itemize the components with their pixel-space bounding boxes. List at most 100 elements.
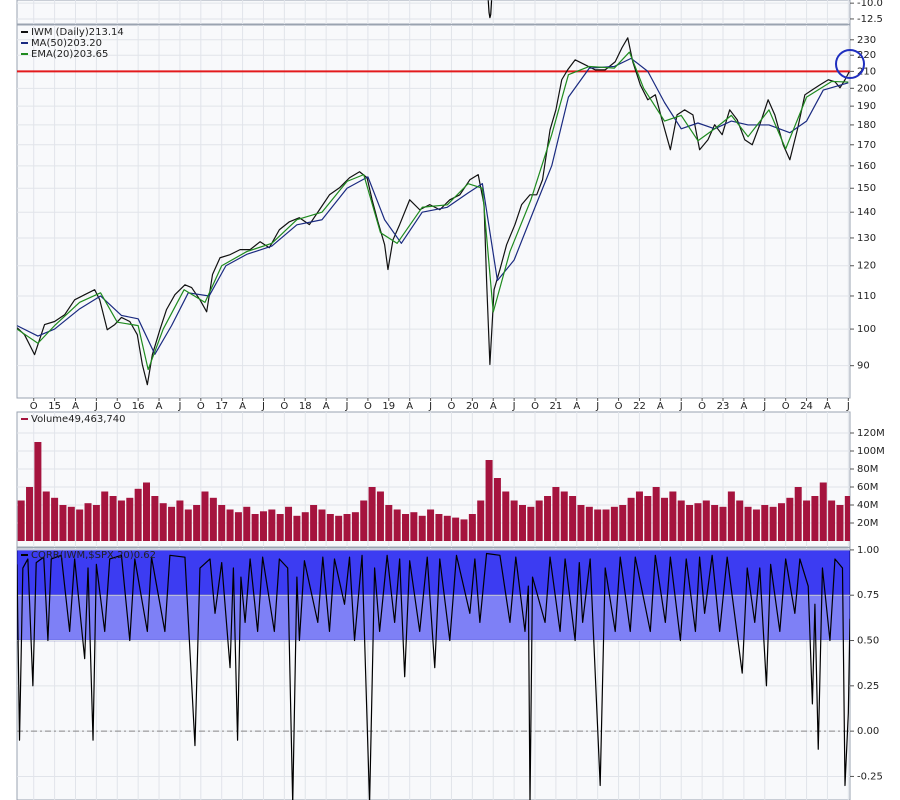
y-tick-label: 60M <box>857 482 878 493</box>
volume-bar <box>527 506 535 541</box>
y-tick-label: -0.25 <box>857 771 883 782</box>
volume-bar <box>310 505 318 541</box>
volume-bar <box>42 491 50 541</box>
volume-bar <box>26 487 34 541</box>
y-tick-label: 0.50 <box>857 636 879 647</box>
series-line <box>17 57 849 355</box>
volume-bar <box>619 505 627 541</box>
panel-background <box>16 0 851 25</box>
volume-bar <box>786 497 794 541</box>
x-tick-label: A <box>657 401 664 412</box>
volume-bar <box>435 514 443 541</box>
x-tick-label: A <box>573 401 580 412</box>
volume-bar <box>368 487 376 541</box>
volume-bar <box>51 497 59 541</box>
volume-bar <box>727 491 735 541</box>
volume-bar <box>76 509 84 541</box>
x-tick-label: A <box>406 401 413 412</box>
legend-name: MA(50) <box>31 38 67 49</box>
y-tick-label: 80M <box>857 464 878 475</box>
volume-bar <box>134 488 142 541</box>
series-line <box>17 552 850 800</box>
x-tick-label: O <box>448 401 456 412</box>
y-tick-label: 90 <box>857 361 870 372</box>
y-tick-label: 190 <box>857 101 876 112</box>
volume-bar <box>669 491 677 541</box>
volume-bar <box>293 515 301 541</box>
volume-bar <box>34 442 42 541</box>
legend-name: IWM (Daily) <box>31 27 89 38</box>
volume-bar <box>761 505 769 541</box>
y-tick-label: 20M <box>857 518 878 529</box>
x-tick-label: O <box>698 401 706 412</box>
x-tick-label: O <box>113 401 121 412</box>
legend-last-value: 49,463,740 <box>68 414 125 425</box>
x-tick-label: 18 <box>299 401 312 412</box>
legend-last-value: 0.62 <box>134 550 156 561</box>
volume-bar <box>59 505 67 541</box>
volume-bar <box>184 509 192 541</box>
x-tick-label: A <box>323 401 330 412</box>
volume-bar <box>477 500 485 541</box>
x-tick-label: J <box>94 401 98 412</box>
volume-bar <box>502 491 510 541</box>
x-tick-label: O <box>280 401 288 412</box>
volume-bar <box>694 503 702 541</box>
volume-bar <box>569 496 577 541</box>
volume-bar <box>376 491 384 541</box>
volume-bar <box>803 500 811 541</box>
x-tick-label: 21 <box>550 401 563 412</box>
volume-bar <box>510 500 518 541</box>
volume-bar <box>585 506 593 541</box>
x-tick-label: O <box>782 401 790 412</box>
volume-bar <box>117 500 125 541</box>
volume-bar <box>602 509 610 541</box>
volume-bar <box>427 509 435 541</box>
x-tick-label: A <box>239 401 246 412</box>
volume-bar <box>101 491 109 541</box>
volume-bar <box>385 505 393 541</box>
legend-last-value: 213.14 <box>89 27 124 38</box>
volume-bar <box>168 506 176 541</box>
volume-bar <box>126 497 134 541</box>
volume-bar <box>677 500 685 541</box>
volume-bar <box>577 505 585 541</box>
volume-bar <box>711 505 719 541</box>
x-tick-label: 20 <box>466 401 479 412</box>
volume-bar <box>285 506 293 541</box>
legend-name: Volume <box>31 414 68 425</box>
y-tick-label: 120 <box>857 261 876 272</box>
volume-bar <box>752 509 760 541</box>
volume-bar <box>702 500 710 541</box>
x-tick-label: J <box>261 401 265 412</box>
x-tick-label: O <box>615 401 623 412</box>
x-tick-label: J <box>177 401 181 412</box>
volume-bar <box>226 509 234 541</box>
volume-bar <box>159 503 167 541</box>
annotation-circle <box>835 49 865 79</box>
y-tick-label: 0.00 <box>857 726 879 737</box>
volume-bar <box>535 500 543 541</box>
volume-bar <box>544 496 552 541</box>
volume-bar <box>627 497 635 541</box>
volume-bar <box>360 500 368 541</box>
volume-bar <box>719 506 727 541</box>
volume-bar <box>143 482 151 541</box>
x-tick-label: J <box>762 401 766 412</box>
legend-entry: Volume49,463,740 <box>31 414 125 425</box>
x-tick-label: 24 <box>800 401 813 412</box>
volume-bar <box>452 517 460 541</box>
y-tick-label: 230 <box>857 35 876 46</box>
y-tick-label: 170 <box>857 140 876 151</box>
legend-last-value: 203.20 <box>67 38 102 49</box>
x-tick-label: 22 <box>633 401 646 412</box>
legend-name: EMA(20) <box>31 49 73 60</box>
series-line <box>17 37 850 386</box>
volume-bar <box>844 496 850 541</box>
x-tick-label: J <box>595 401 599 412</box>
legend-name: CORR(IWM,$SPX,20) <box>31 550 134 561</box>
y-tick-label: 140 <box>857 207 876 218</box>
x-tick-label: O <box>531 401 539 412</box>
x-tick-label: A <box>740 401 747 412</box>
